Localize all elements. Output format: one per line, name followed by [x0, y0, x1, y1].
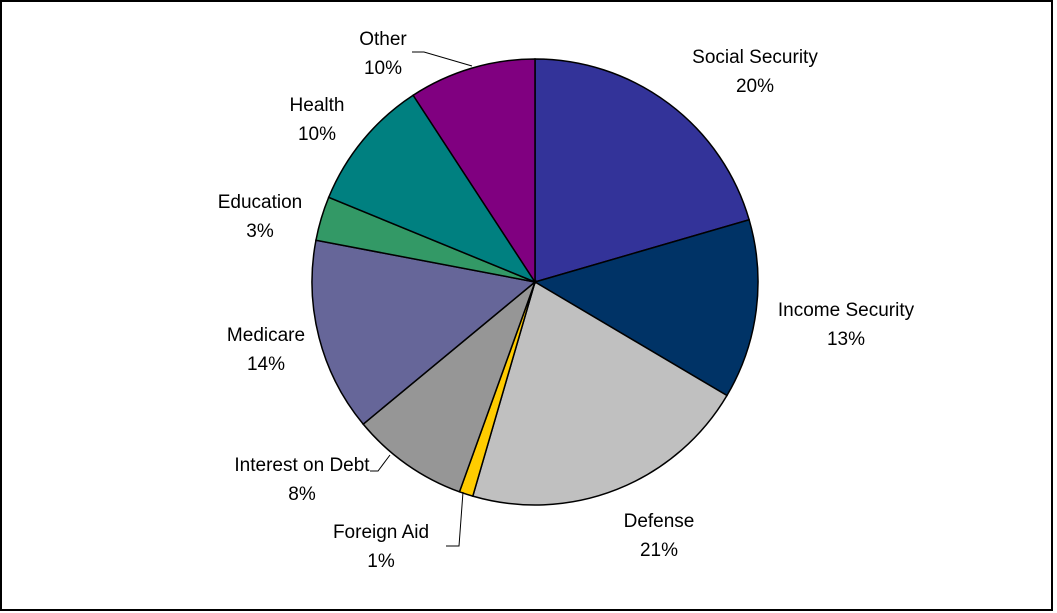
pie-slice-other [412, 58, 536, 285]
data-label-percent: 13% [827, 329, 865, 350]
data-label-percent: 14% [247, 354, 285, 375]
data-label-percent: 20% [736, 76, 774, 97]
leader-line [370, 454, 391, 472]
data-label-percent: 21% [640, 540, 678, 561]
data-label-name: Income Security [778, 300, 915, 321]
data-label-percent: 10% [364, 58, 402, 79]
pie-slices [311, 58, 759, 506]
data-label-name: Education [218, 192, 303, 213]
data-label-name: Foreign Aid [333, 522, 429, 543]
data-label-percent: 1% [367, 551, 395, 572]
pie-slice-health [327, 94, 537, 284]
data-label-name: Social Security [692, 47, 818, 68]
data-label-percent: 10% [298, 124, 336, 145]
data-label-name: Medicare [227, 325, 305, 346]
pie-slice-interest-on-debt [362, 279, 537, 493]
pie-slice-income-security [533, 218, 759, 397]
data-labels: Social Security 20% Income Security 13% Defe… [218, 29, 915, 572]
data-label-name: Health [290, 95, 345, 116]
data-label-percent: 3% [246, 221, 274, 242]
data-label-percent: 8% [288, 484, 316, 505]
leader-line [412, 51, 473, 67]
pie-slice-defense [471, 280, 728, 506]
pie-slice-social-security [534, 58, 751, 283]
data-label-name: Interest on Debt [234, 455, 370, 476]
leader-lines [370, 51, 473, 547]
leader-line [446, 491, 464, 547]
data-label-name: Other [359, 29, 407, 50]
pie-slice-medicare [311, 239, 537, 426]
data-label-name: Defense [624, 511, 695, 532]
